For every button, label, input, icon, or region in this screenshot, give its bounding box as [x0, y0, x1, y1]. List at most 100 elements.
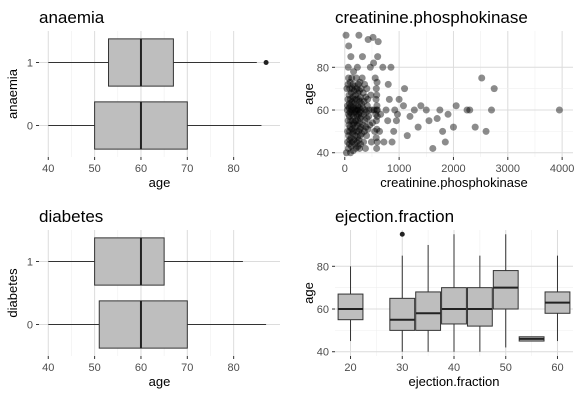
scatter-point	[444, 110, 452, 118]
panel-title: anaemia	[39, 8, 105, 27]
box-iqr	[94, 237, 165, 286]
x-tick-label: 60	[135, 362, 147, 374]
scatter-point	[350, 68, 358, 76]
x-axis-title: ejection.fraction	[408, 374, 499, 389]
scatter-point	[360, 97, 368, 105]
scatter-point	[345, 132, 353, 140]
scatter-point	[355, 104, 363, 112]
scatter-point	[429, 144, 437, 152]
scatter-point	[357, 112, 365, 120]
scatter-point	[487, 106, 495, 114]
y-axis-title: diabetes	[5, 268, 20, 318]
scatter-point	[368, 119, 376, 127]
scatter-point	[347, 106, 355, 114]
scatter-point	[360, 127, 368, 135]
scatter-point	[350, 87, 358, 95]
y-axis-title: age	[301, 83, 316, 105]
box-1	[48, 38, 269, 87]
scatter-point	[441, 138, 449, 146]
scatter-point	[352, 74, 360, 82]
scatter-point	[342, 149, 350, 157]
scatter-point	[374, 53, 382, 61]
scatter-point	[363, 132, 371, 140]
box-30	[389, 231, 416, 352]
y-tick-label: 80	[317, 261, 329, 273]
y-tick-label: 1	[27, 58, 33, 70]
scatter-point	[345, 104, 353, 112]
scatter-point	[372, 95, 380, 103]
panel-0: anaemia 40 50 60 70 80 0 1 age anaemia	[5, 8, 280, 190]
scatter-point	[466, 106, 474, 114]
box-55	[518, 336, 545, 342]
scatter-point	[356, 125, 364, 133]
scatter-point	[395, 95, 403, 103]
scatter-point	[436, 106, 444, 114]
scatter-point	[349, 112, 357, 120]
scatter-point	[344, 80, 352, 88]
scatter-point	[379, 63, 387, 71]
scatter-point	[385, 95, 393, 103]
scatter-point	[377, 110, 385, 118]
scatter-point	[345, 91, 353, 99]
scatter-point	[361, 106, 369, 114]
scatter-point	[353, 95, 361, 103]
scatter-point	[392, 117, 400, 125]
x-tick-label: 50	[500, 362, 512, 374]
scatter-point	[373, 138, 381, 146]
scatter-point	[343, 102, 351, 110]
scatter-point	[365, 112, 373, 120]
scatter-point	[351, 83, 359, 91]
scatter-point	[555, 106, 563, 114]
y-axis-title: anaemia	[5, 68, 20, 119]
scatter-point	[449, 123, 457, 131]
box-iqr	[389, 297, 416, 331]
scatter-point	[366, 63, 374, 71]
scatter-point	[361, 80, 369, 88]
scatter-point	[356, 132, 364, 140]
outlier-point	[263, 60, 269, 65]
scatter-point	[370, 106, 378, 114]
scatter-point	[353, 85, 361, 93]
scatter-point	[406, 112, 414, 120]
scatter-point	[355, 110, 363, 118]
scatter-point	[348, 125, 356, 133]
scatter-point	[356, 108, 364, 116]
box-iqr	[415, 291, 442, 331]
y-tick-label: 80	[317, 62, 329, 74]
scatter-point	[357, 106, 365, 114]
scatter-point	[373, 102, 381, 110]
plot-background	[335, 31, 573, 157]
scatter-point	[352, 110, 360, 118]
scatter-point	[369, 33, 377, 41]
scatter-point	[342, 31, 350, 39]
x-tick-label: 3000	[496, 163, 520, 175]
scatter-point	[355, 136, 363, 144]
y-axis-title: age	[301, 282, 316, 304]
scatter-point	[393, 110, 401, 118]
scatter-point	[349, 130, 357, 138]
scatter-point	[348, 138, 356, 146]
scatter-point	[351, 140, 359, 148]
panel-3: ejection.fraction 20 30 40 50 60 40 60 80 ejectio…	[301, 207, 573, 389]
scatter-point	[348, 117, 356, 125]
x-tick-label: 60	[135, 163, 147, 175]
scatter-point	[362, 108, 370, 116]
scatter-point	[349, 104, 357, 112]
scatter-point	[356, 144, 364, 152]
scatter-point	[373, 78, 381, 86]
y-tick-label: 60	[317, 304, 329, 316]
scatter-point	[452, 102, 460, 110]
scatter-point	[399, 102, 407, 110]
scatter-point	[348, 110, 356, 118]
scatter-point	[463, 106, 471, 114]
scatter-point	[358, 130, 366, 138]
scatter-point	[373, 106, 381, 114]
scatter-point	[354, 89, 362, 97]
y-tick-label: 40	[317, 148, 329, 160]
scatter-point	[372, 85, 380, 93]
scatter-point	[348, 85, 356, 93]
scatter-point	[384, 80, 392, 88]
scatter-point	[482, 127, 490, 135]
scatter-point	[349, 121, 357, 129]
